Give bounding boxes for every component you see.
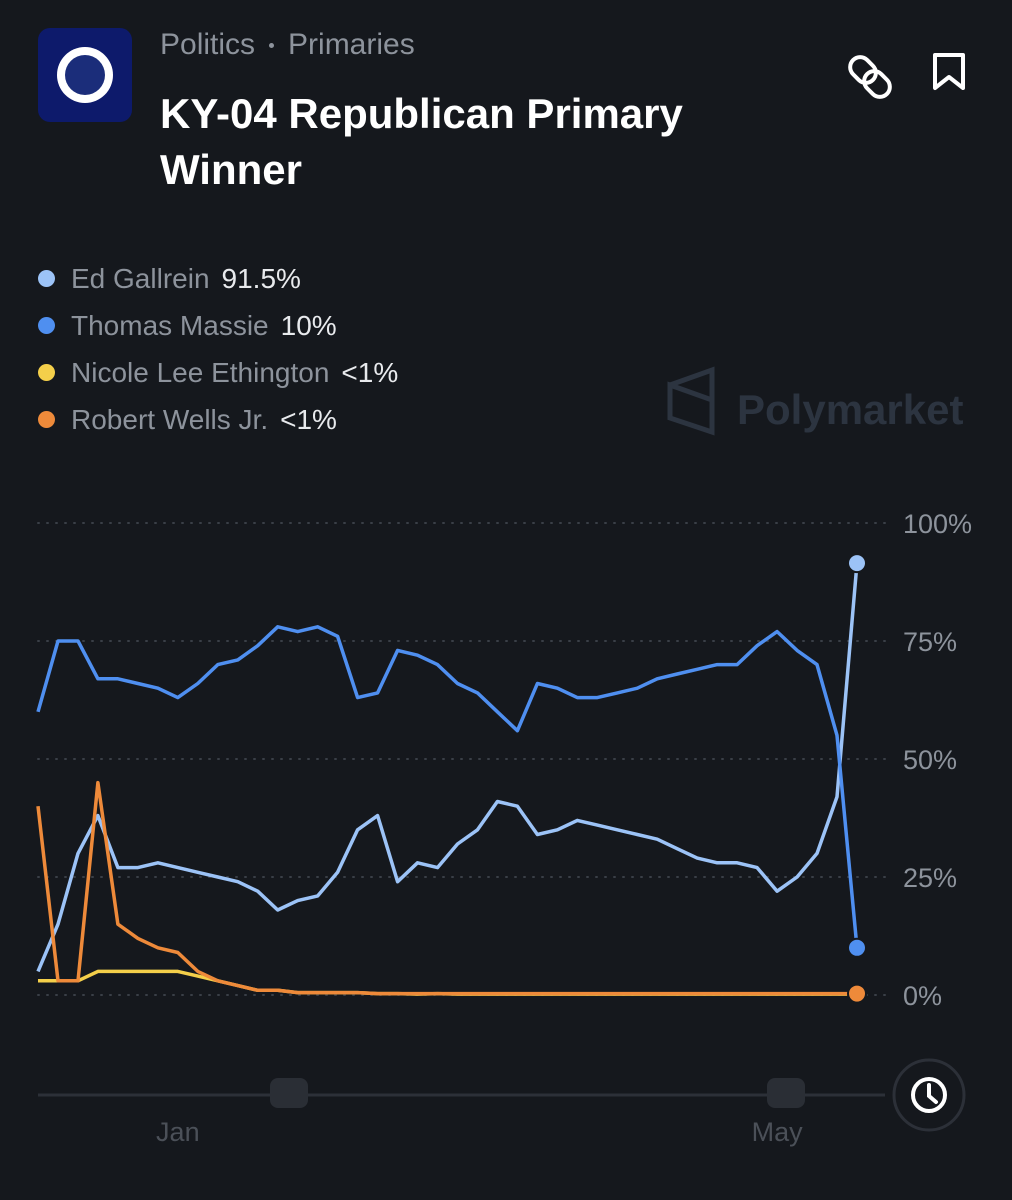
- breadcrumb: Politics Primaries: [160, 28, 415, 62]
- legend-value: 10%: [280, 309, 337, 341]
- legend-dot: [38, 364, 55, 381]
- range-handle[interactable]: [270, 1078, 308, 1108]
- series-line: [36, 780, 857, 996]
- bookmark-button[interactable]: [933, 53, 965, 90]
- series-line: [36, 625, 859, 948]
- y-tick-label: 75%: [903, 627, 957, 657]
- clock-hands: [927, 1083, 938, 1104]
- link-button[interactable]: [846, 53, 894, 101]
- clock-icon: [911, 1077, 947, 1113]
- legend-dot: [38, 317, 55, 334]
- breadcrumb-item[interactable]: Primaries: [288, 28, 415, 61]
- legend-entry: Ed Gallrein 91.5%: [38, 255, 398, 302]
- range-handle[interactable]: [767, 1078, 805, 1108]
- x-tick-label: Jan: [156, 1117, 200, 1147]
- separator: [269, 42, 275, 48]
- seal-inner: [65, 55, 105, 95]
- legend-value: <1%: [341, 356, 399, 388]
- legend-name: Thomas Massie: [71, 309, 269, 341]
- legend-dot: [38, 411, 55, 428]
- y-tick-label: 0%: [903, 981, 942, 1011]
- y-tick-label: 100%: [903, 509, 972, 539]
- y-tick-label: 25%: [903, 863, 957, 893]
- y-tick-label: 50%: [903, 745, 957, 775]
- legend-name: Nicole Lee Ethington: [71, 356, 330, 388]
- legend-entry: Nicole Lee Ethington <1%: [38, 349, 398, 396]
- legend-value: 91.5%: [221, 262, 301, 294]
- legend-entry: Robert Wells Jr. <1%: [38, 396, 398, 443]
- end-point: [847, 553, 867, 574]
- x-tick-label: May: [752, 1117, 804, 1147]
- legend-name: Ed Gallrein: [71, 262, 210, 294]
- series-line: [36, 562, 859, 973]
- series-line: [38, 969, 857, 996]
- legend-name: Robert Wells Jr.: [71, 403, 269, 435]
- end-point: [847, 937, 867, 958]
- breadcrumb-item[interactable]: Politics: [160, 28, 256, 61]
- legend: Ed Gallrein 91.5% Thomas Massie 10% Nicole L…: [38, 255, 398, 443]
- watermark-logo: [667, 366, 715, 436]
- end-point: [847, 983, 867, 1004]
- title: KY-04 Republican Primary Winner: [160, 90, 683, 193]
- legend-dot: [38, 270, 55, 287]
- watermark: Polymarket: [737, 386, 963, 433]
- legend-entry: Thomas Massie 10%: [38, 302, 398, 349]
- legend-value: <1%: [280, 403, 337, 435]
